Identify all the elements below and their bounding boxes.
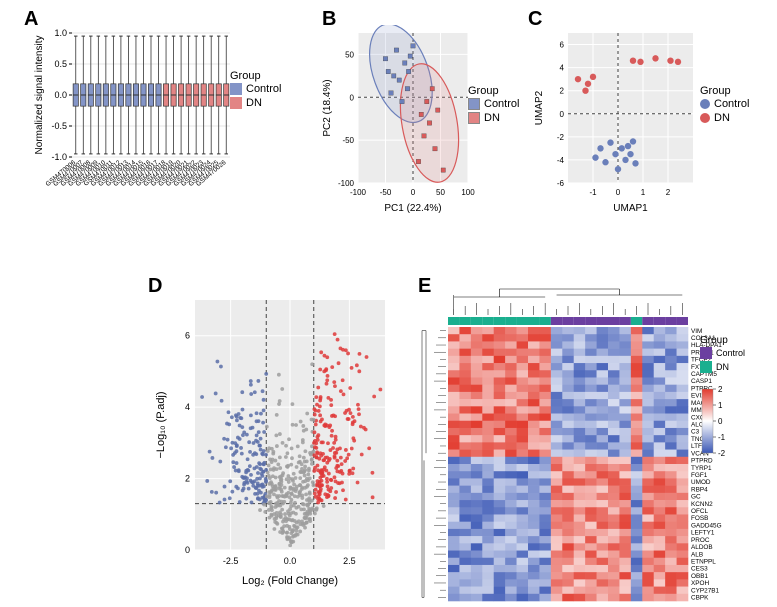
svg-text:50: 50 [436, 188, 445, 197]
svg-text:-1: -1 [718, 433, 726, 442]
legend-label: DN [716, 360, 729, 374]
svg-text:2: 2 [718, 385, 723, 394]
svg-text:0: 0 [411, 188, 416, 197]
svg-text:-2: -2 [557, 133, 565, 142]
legend-swatch-control [230, 83, 242, 95]
svg-text:-0.5: -0.5 [51, 121, 67, 131]
svg-text:-50: -50 [342, 136, 354, 145]
svg-text:0.0: 0.0 [284, 556, 297, 566]
svg-text:GADD45G: GADD45G [691, 522, 722, 529]
panel-c-legend: Group Control DN [700, 85, 749, 125]
svg-text:1: 1 [718, 401, 723, 410]
svg-text:Normalized signal intensity: Normalized signal intensity [34, 36, 45, 155]
svg-text:-1: -1 [589, 188, 597, 197]
panel-e-group-legend: Group Control DN [700, 335, 745, 374]
svg-text:UMAP1: UMAP1 [613, 203, 648, 214]
svg-text:FOSB: FOSB [691, 515, 708, 522]
panel-e-colorbar: -2 -1 0 1 2 [700, 385, 755, 465]
legend-label: Control [714, 97, 749, 111]
legend-swatch-dn [230, 97, 242, 109]
svg-text:2: 2 [666, 188, 671, 197]
svg-text:-1.0: -1.0 [51, 152, 67, 162]
svg-text:OBB1: OBB1 [691, 573, 708, 580]
svg-text:0: 0 [718, 417, 723, 426]
panel-a-legend: Group Control DN [230, 70, 281, 110]
svg-text:0.0: 0.0 [54, 90, 67, 100]
legend-swatch-control [468, 98, 480, 110]
svg-text:UMAP2: UMAP2 [534, 90, 545, 125]
svg-text:ETNPPL: ETNPPL [691, 559, 716, 566]
svg-text:6: 6 [560, 41, 565, 50]
svg-text:UMOD: UMOD [691, 479, 711, 486]
svg-text:2.5: 2.5 [343, 556, 356, 566]
svg-text:PROC: PROC [691, 537, 710, 544]
legend-dot-dn [700, 113, 710, 123]
legend-title: Group [468, 85, 519, 97]
svg-text:-100: -100 [350, 188, 367, 197]
svg-text:CYP27B1: CYP27B1 [691, 587, 720, 594]
svg-text:C3: C3 [691, 429, 700, 436]
svg-text:−Log₁₀ (P.adj): −Log₁₀ (P.adj) [155, 391, 167, 458]
svg-text:-4: -4 [557, 156, 565, 165]
svg-text:ALB: ALB [691, 551, 703, 558]
svg-text:LEFTY1: LEFTY1 [691, 530, 715, 537]
legend-label: Control [246, 82, 281, 96]
colorbar-svg: -2 -1 0 1 2 [700, 385, 755, 465]
legend-swatch-dn [468, 112, 480, 124]
legend-title: Group [700, 85, 749, 97]
svg-text:1: 1 [641, 188, 646, 197]
panel-d-volcano: -2.5 0.0 2.5 0 2 4 6 Log₂ (Fold Change) −Log₁₀ (… [150, 290, 410, 590]
svg-text:RBP4: RBP4 [691, 486, 708, 493]
svg-text:KCNN2: KCNN2 [691, 501, 713, 508]
svg-text:1.0: 1.0 [54, 28, 67, 38]
svg-text:0: 0 [560, 110, 565, 119]
legend-label: DN [714, 111, 730, 125]
svg-text:ALDOB: ALDOB [691, 544, 713, 551]
svg-text:CBPK: CBPK [691, 595, 709, 602]
panel-b-legend: Group Control DN [468, 85, 519, 125]
svg-text:-50: -50 [380, 188, 392, 197]
svg-text:FGF1: FGF1 [691, 472, 708, 479]
svg-text:0: 0 [185, 545, 190, 555]
svg-text:CES3: CES3 [691, 566, 708, 573]
svg-text:0: 0 [350, 93, 355, 102]
svg-text:4: 4 [185, 402, 190, 412]
svg-text:4: 4 [560, 64, 565, 73]
legend-label: Control [484, 97, 519, 111]
svg-text:-2.5: -2.5 [223, 556, 239, 566]
svg-text:PC1 (22.4%): PC1 (22.4%) [384, 203, 441, 214]
svg-text:TYRP1: TYRP1 [691, 465, 712, 472]
legend-label: DN [246, 96, 262, 110]
legend-title: Group [230, 70, 281, 82]
svg-text:2: 2 [560, 87, 565, 96]
svg-text:-100: -100 [338, 179, 355, 188]
svg-text:-6: -6 [557, 179, 565, 188]
legend-label: Control [716, 346, 745, 360]
svg-text:0: 0 [616, 188, 621, 197]
legend-swatch-dn [700, 361, 712, 373]
svg-text:100: 100 [461, 188, 475, 197]
svg-text:50: 50 [345, 50, 354, 59]
svg-text:GC: GC [691, 494, 701, 501]
figure-root: A B C D E -1.0-0.50.00.51.0GSM470006GSM4… [0, 0, 777, 607]
legend-label: DN [484, 111, 500, 125]
svg-text:VIM: VIM [691, 328, 702, 335]
svg-text:0.5: 0.5 [54, 59, 67, 69]
svg-text:Log₂ (Fold Change): Log₂ (Fold Change) [242, 575, 338, 587]
svg-text:OFCL: OFCL [691, 508, 708, 515]
legend-swatch-control [700, 347, 712, 359]
svg-text:PC2 (18.4%): PC2 (18.4%) [322, 79, 333, 136]
panel-a-boxplot: -1.0-0.50.00.51.0GSM470006GSM470007GSM47… [30, 25, 290, 225]
svg-text:-2: -2 [718, 449, 726, 458]
legend-dot-control [700, 99, 710, 109]
svg-text:6: 6 [185, 331, 190, 341]
svg-text:XPOH: XPOH [691, 580, 709, 587]
svg-text:2: 2 [185, 474, 190, 484]
legend-title: Group [700, 335, 745, 346]
